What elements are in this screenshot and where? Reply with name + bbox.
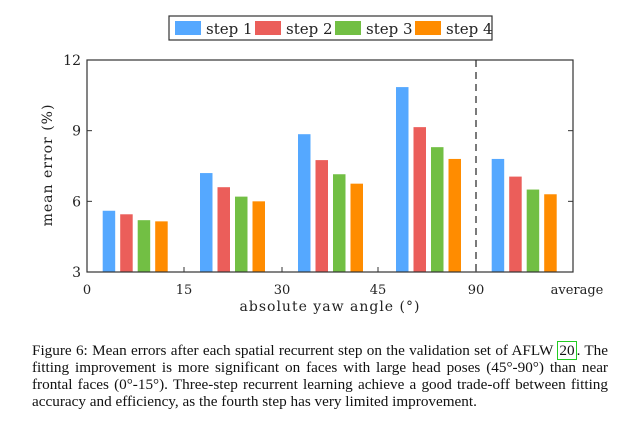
- x-tick-label: average: [551, 283, 604, 298]
- bars: [102, 87, 557, 272]
- bar-step-1-45-90: [396, 87, 409, 272]
- citation-link[interactable]: 20: [557, 341, 577, 360]
- figure-caption: Figure 6: Mean errors after each spatial…: [32, 341, 609, 410]
- legend-label: step 3: [366, 20, 413, 38]
- bar-step-1-average: [491, 158, 505, 272]
- x-axis-label: absolute yaw angle (°): [240, 299, 421, 315]
- x-tick-label: 90: [468, 283, 485, 298]
- legend-label: step 2: [286, 20, 333, 38]
- plot-frame: [86, 59, 574, 273]
- bar-step-3-average: [526, 189, 540, 272]
- bar-step-2-0-15: [120, 214, 133, 272]
- x-tick-label: 30: [274, 283, 291, 298]
- legend-label: step 1: [206, 20, 253, 38]
- legend-swatch-step-3: [335, 21, 361, 35]
- legend-swatch-step-1: [175, 21, 201, 35]
- bar-chart: step 1 step 2 step 3 step 4 3 6 9 12 0 15 30 45 90…: [40, 15, 604, 315]
- bar-step-2-15-30: [217, 187, 230, 272]
- y-axis-label: mean error (%): [40, 104, 56, 227]
- y-tick-label: 9: [72, 124, 81, 140]
- legend: step 1 step 2 step 3 step 4: [168, 15, 493, 41]
- caption-label: Figure 6:: [32, 342, 88, 359]
- caption-text: Mean errors after each spatial recurrent…: [92, 342, 554, 359]
- y-tick-label: 3: [72, 265, 81, 281]
- bar-step-4-30-45: [350, 183, 363, 272]
- bar-step-1-30-45: [298, 134, 311, 272]
- bar-step-3-15-30: [235, 196, 248, 272]
- bar-step-1-15-30: [200, 173, 213, 272]
- bar-step-4-average: [544, 194, 557, 272]
- x-tick-label: 0: [83, 283, 91, 298]
- legend-swatch-step-2: [255, 21, 281, 35]
- bar-step-2-30-45: [315, 160, 328, 272]
- bar-step-4-15-30: [252, 201, 265, 272]
- bar-step-3-0-15: [137, 220, 151, 272]
- bar-step-4-45-90: [448, 158, 461, 272]
- x-axis: 0 15 30 45 90 average: [83, 267, 604, 298]
- y-tick-label: 12: [63, 53, 81, 69]
- caption-text-continued: . The fitting improvement is more signif…: [32, 342, 609, 410]
- y-axis: 3 6 9 12: [63, 53, 573, 281]
- bar-step-3-45-90: [431, 147, 444, 272]
- y-tick-label: 6: [72, 194, 81, 210]
- legend-swatch-step-4: [415, 21, 441, 35]
- bar-step-3-30-45: [333, 174, 346, 272]
- x-tick-label: 15: [176, 283, 193, 298]
- bar-step-2-average: [509, 176, 522, 272]
- bar-step-4-0-15: [155, 221, 168, 272]
- legend-label: step 4: [446, 20, 493, 38]
- bar-step-2-45-90: [413, 127, 426, 272]
- x-tick-label: 45: [370, 283, 387, 298]
- bar-step-1-0-15: [102, 210, 116, 272]
